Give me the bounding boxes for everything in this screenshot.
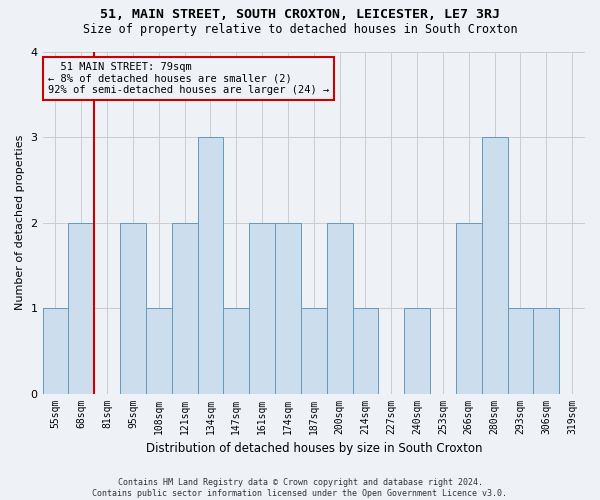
Text: Contains HM Land Registry data © Crown copyright and database right 2024.
Contai: Contains HM Land Registry data © Crown c… <box>92 478 508 498</box>
Bar <box>197 137 223 394</box>
Bar <box>120 222 146 394</box>
Bar <box>223 308 249 394</box>
Bar <box>301 308 326 394</box>
Bar <box>326 222 353 394</box>
Bar <box>508 308 533 394</box>
Text: 51, MAIN STREET, SOUTH CROXTON, LEICESTER, LE7 3RJ: 51, MAIN STREET, SOUTH CROXTON, LEICESTE… <box>100 8 500 20</box>
X-axis label: Distribution of detached houses by size in South Croxton: Distribution of detached houses by size … <box>146 442 482 455</box>
Bar <box>146 308 172 394</box>
Bar <box>353 308 379 394</box>
Bar <box>172 222 197 394</box>
Bar <box>275 222 301 394</box>
Bar <box>456 222 482 394</box>
Text: 51 MAIN STREET: 79sqm
← 8% of detached houses are smaller (2)
92% of semi-detach: 51 MAIN STREET: 79sqm ← 8% of detached h… <box>48 62 329 95</box>
Y-axis label: Number of detached properties: Number of detached properties <box>15 135 25 310</box>
Bar <box>482 137 508 394</box>
Bar <box>533 308 559 394</box>
Bar <box>404 308 430 394</box>
Bar <box>68 222 94 394</box>
Text: Size of property relative to detached houses in South Croxton: Size of property relative to detached ho… <box>83 22 517 36</box>
Bar <box>249 222 275 394</box>
Bar <box>43 308 68 394</box>
